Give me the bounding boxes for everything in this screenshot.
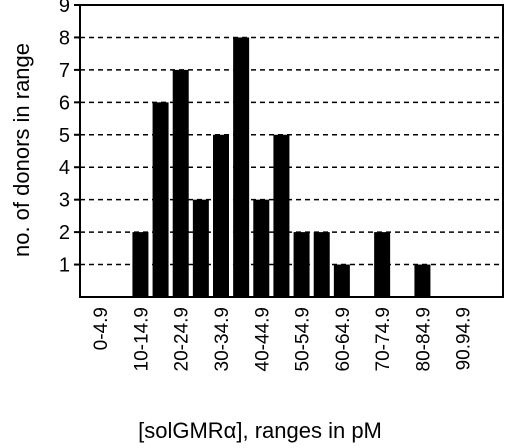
y-tick-label: 3 [59, 190, 70, 212]
y-tick-labels: 1 2 3 4 5 6 7 8 9 [59, 0, 80, 277]
bar [172, 69, 189, 297]
bar [374, 232, 391, 297]
x-tick-label: 50-54.9 [293, 307, 314, 371]
y-axis-title: no. of donors in range [9, 42, 34, 258]
plot-frame [79, 4, 504, 298]
x-tick-label: 20-24.9 [172, 307, 193, 371]
y-tick-label: 6 [59, 92, 70, 114]
bar [132, 232, 149, 297]
bar [333, 264, 350, 297]
x-axis-title: [solGMRα], ranges in pM [138, 418, 382, 443]
x-tick-label: 40-44.9 [252, 307, 273, 371]
y-tick-label: 8 [59, 27, 70, 49]
y-tick-label: 2 [59, 222, 70, 244]
x-tick-labels: 0-4.9 10-14.9 20-24.9 30-34.9 40-44.9 50-54.9… [91, 307, 475, 371]
x-tick-label: 90.94.9 [454, 307, 475, 370]
y-tick-label: 9 [59, 0, 70, 17]
x-tick-label: 10-14.9 [131, 307, 152, 371]
y-tick-label: 7 [59, 60, 70, 82]
x-tick-label: 0-4.9 [91, 307, 112, 350]
plot-border [79, 4, 504, 298]
bar [192, 199, 209, 297]
y-tick-label: 1 [59, 255, 70, 277]
bar [273, 134, 290, 297]
x-tick-label: 80-84.9 [413, 307, 434, 371]
x-tick-label: 70-74.9 [373, 307, 394, 371]
bar [253, 199, 270, 297]
bar [293, 232, 310, 297]
gridlines [80, 4, 503, 266]
bar [213, 134, 229, 297]
bars [132, 37, 431, 297]
x-tick-label: 60-64.9 [333, 307, 354, 371]
bar [313, 232, 330, 297]
bar [414, 264, 431, 297]
bar [152, 102, 169, 297]
y-tick-label: 4 [59, 157, 70, 179]
bar [233, 37, 250, 297]
y-tick-label: 5 [59, 125, 70, 147]
x-tick-label: 30-34.9 [212, 307, 233, 371]
